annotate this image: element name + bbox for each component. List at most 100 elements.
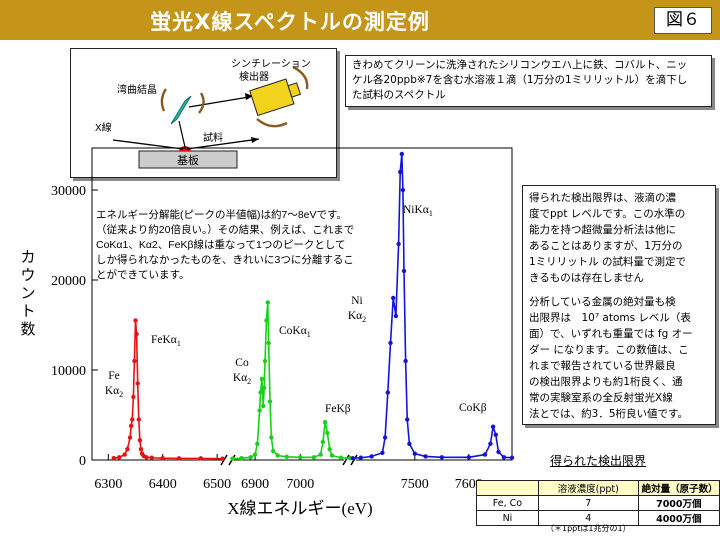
- diffracted-ray: [188, 96, 250, 108]
- note-line: 1ミリリットル の試料量で測定で: [529, 256, 687, 268]
- data-point: [338, 455, 344, 460]
- peak-label: Kα2: [105, 385, 123, 399]
- resolution-note: エネルギー分解能(ピークの半値幅)は約7～8eVです。 （従来より約20倍良い。…: [96, 208, 354, 281]
- data-point: [125, 447, 130, 452]
- data-point: [401, 268, 407, 274]
- data-point: [270, 448, 276, 454]
- data-point: [267, 399, 273, 404]
- data-point: [399, 151, 405, 157]
- data-point: [298, 455, 303, 460]
- table-cell: Fe, Co: [476, 495, 539, 511]
- x-tick-label: 7600: [455, 477, 483, 492]
- data-point: [133, 318, 138, 323]
- apparatus-drawing: 基板 シンチレーション 検出器 湾曲結晶 X線 試料: [95, 58, 311, 169]
- page-title: 蛍光X線スペクトルの測定例: [150, 10, 430, 34]
- data-point: [493, 432, 498, 437]
- data-point: [128, 423, 134, 428]
- x-tick-label: 6400: [149, 477, 177, 492]
- peak-label: Ni: [351, 295, 363, 307]
- data-point: [264, 318, 269, 323]
- data-point: [369, 454, 374, 459]
- data-point: [391, 295, 396, 301]
- data-point: [275, 453, 280, 458]
- data-point: [380, 450, 385, 455]
- data-point: [388, 340, 393, 346]
- data-point: [137, 438, 143, 443]
- data-point: [320, 439, 326, 445]
- data-point: [318, 452, 323, 457]
- footnote: （＊1pptは1兆分の1）: [546, 524, 631, 533]
- data-point: [135, 381, 140, 386]
- data-point: [358, 455, 363, 460]
- data-point: [466, 455, 471, 460]
- data-point: [132, 358, 137, 364]
- data-point: [284, 454, 289, 460]
- y-axis-label: カウント数: [20, 248, 35, 338]
- data-point: [257, 408, 262, 413]
- table-cell: Ni: [476, 510, 539, 526]
- y-tick-label: 10000: [51, 364, 86, 379]
- data-point: [405, 417, 410, 422]
- detector-label-line2: 検出器: [239, 70, 269, 83]
- table-header-cell: [476, 480, 539, 496]
- plot-frame: [91, 147, 513, 461]
- y-axis-label-char: ン: [20, 284, 35, 302]
- description-line: た試料のスペクトル: [352, 89, 446, 101]
- peak-label: Kα2: [348, 310, 366, 324]
- data-point: [127, 435, 133, 440]
- crystal-rotation-arrow: [160, 88, 168, 112]
- axis-break-mark: [350, 454, 358, 466]
- data-point: [325, 430, 330, 436]
- data-point: [423, 454, 428, 459]
- note-line: 常の実験室系の全反射蛍光X線: [529, 392, 673, 404]
- data-point: [239, 456, 244, 461]
- figure-number-badge: 図６: [654, 7, 712, 34]
- reflected-arrowhead: [251, 137, 259, 143]
- y-axis-label-char: ト: [20, 302, 35, 320]
- note-line: ダー になります。この数値は、こ: [529, 344, 689, 356]
- table-row: Ni 4 4000万個: [476, 510, 720, 526]
- peak-label: Kα2: [233, 372, 251, 386]
- data-point: [111, 456, 116, 461]
- description-line: きわめてクリーンに洗浄されたシリコンウエハ上に鉄、コバルト、ニッ: [352, 59, 688, 71]
- data-point: [393, 313, 399, 319]
- peak-label: NiKα1: [403, 204, 433, 218]
- note-spacer: [529, 286, 709, 294]
- data-point: [220, 456, 225, 461]
- data-point: [269, 435, 274, 440]
- reflected-xray-line: [186, 138, 260, 150]
- table-header-row: 溶液濃度(ppt) 絶対量（原子数）: [476, 480, 720, 496]
- description-line: ケル各20ppb※7を含む水溶液１滴（1万分の1ミリリットル）を滴下し: [352, 74, 688, 86]
- note-line: 能力を持つ超微量分析法は他に: [529, 224, 676, 236]
- data-point: [509, 455, 515, 460]
- diffracted-arrowhead: [245, 93, 253, 100]
- data-point: [329, 453, 335, 458]
- note-line: 度でppt レベルです。この水準の: [529, 208, 686, 220]
- data-point: [412, 451, 417, 456]
- y-axis-label-char: 数: [20, 320, 35, 338]
- data-point: [149, 455, 155, 460]
- resolution-note-line: しか得られなかったものを、きれいに3つに分離するこ: [96, 253, 354, 266]
- y-tick-label: 20000: [51, 274, 86, 289]
- apparatus-diagram: 基板 シンチレーション 検出器 湾曲結晶 X線 試料: [70, 48, 337, 178]
- curved-crystal: [170, 95, 192, 125]
- note-line: 出限界は 10⁷ atoms レベル（表: [529, 312, 691, 324]
- data-point: [501, 455, 507, 460]
- series-line-2: [352, 153, 513, 459]
- table-header-cell: 溶液濃度(ppt): [537, 480, 639, 496]
- peak-label: FeKβ: [325, 403, 351, 415]
- data-point: [130, 417, 135, 422]
- data-point: [265, 300, 270, 305]
- data-point: [131, 394, 136, 400]
- resolution-note-line: CoKα1、Kα2、FeKβ線は重なって1つのピークとして: [96, 238, 346, 251]
- data-point: [122, 452, 127, 457]
- table-cell: 7: [537, 495, 639, 511]
- detection-limit-note: 得られた検出限界は、液滴の濃 度でppt レベルです。この水準の 能力を持つ超微…: [522, 185, 716, 425]
- results-table: 溶液濃度(ppt) 絶対量（原子数） Fe, Co 7 7000万個 Ni 4 …: [476, 480, 720, 526]
- resolution-note-line: とができています。: [96, 268, 189, 281]
- peak-label: CoKβ: [459, 402, 487, 414]
- data-point: [261, 403, 266, 409]
- table-header-cell: 絶対量（原子数）: [637, 480, 720, 496]
- results-title: 得られた検出限界: [550, 454, 647, 468]
- sample-label: 試料: [203, 131, 223, 144]
